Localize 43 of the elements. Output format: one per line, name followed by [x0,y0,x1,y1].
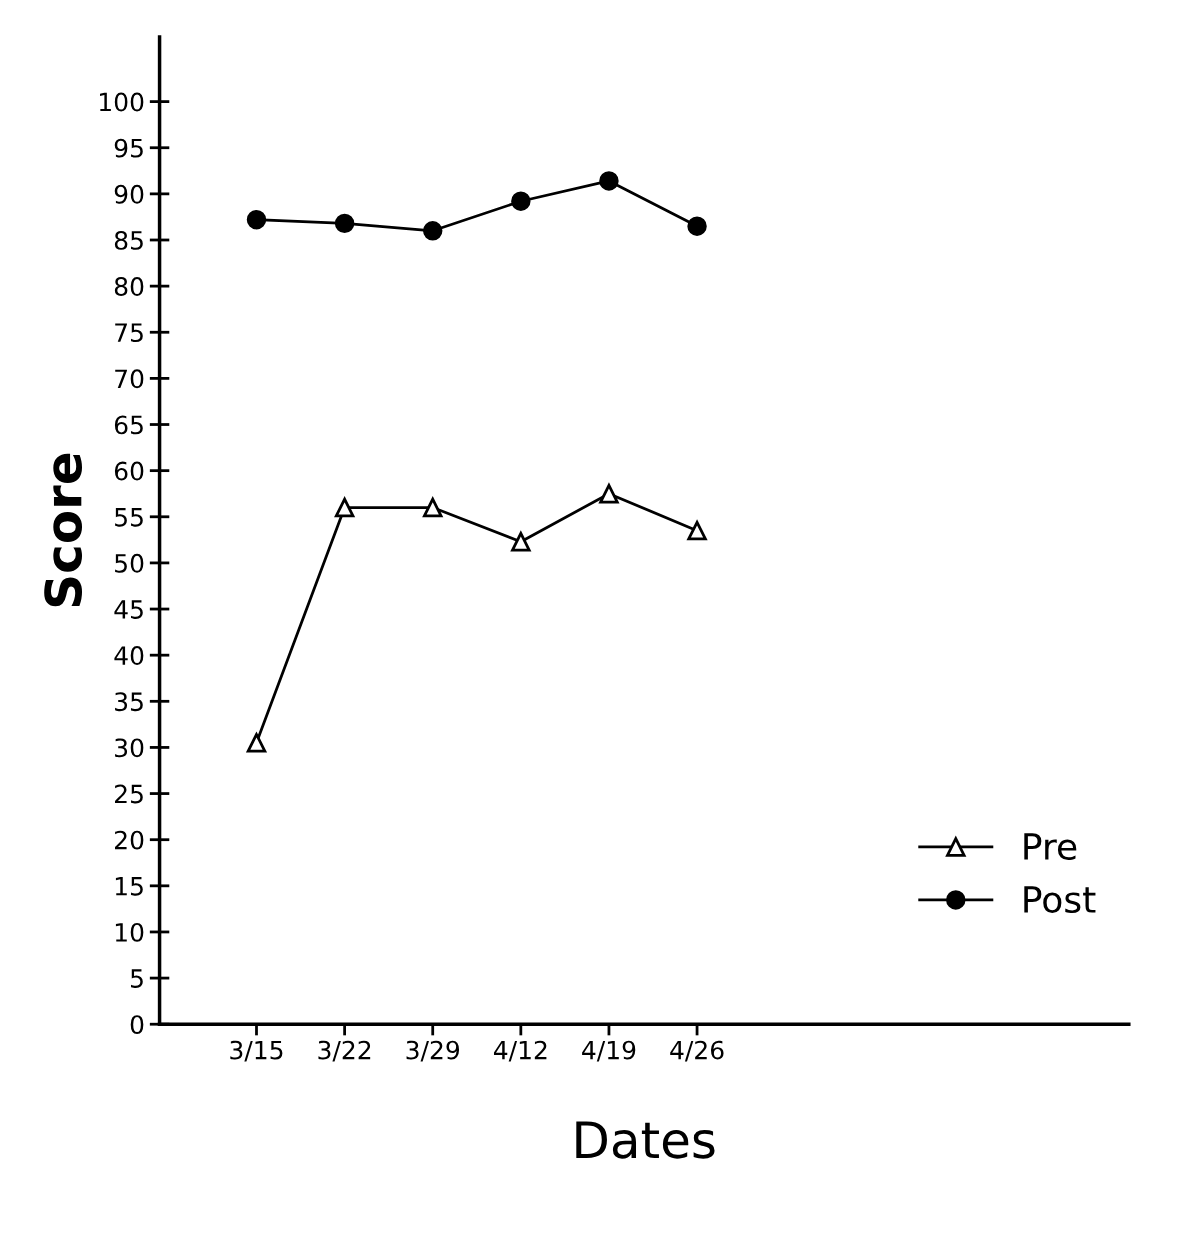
point [511,191,531,211]
point [246,209,267,230]
x-tick-label: 4/12 [493,1040,547,1062]
y-tick-label: 65 [114,415,143,435]
y-axis-title: Score [44,453,83,607]
y-tick-label: 75 [115,323,143,343]
legend-label: Post [1024,886,1096,914]
point [334,213,355,234]
point [599,483,619,504]
point [423,497,443,518]
y-tick-label: 10 [115,922,144,942]
point [511,531,531,552]
y-tick-label: 90 [114,184,144,204]
y-tick-label: 40 [114,646,144,666]
point [687,216,707,236]
x-tick-label: 4/26 [670,1040,724,1062]
x-tick-label: 3/22 [318,1040,371,1062]
y-tick-label: 70 [115,369,144,389]
point [246,733,267,753]
x-tick-label: 3/29 [406,1040,460,1062]
point [334,497,355,518]
y-tick-label: 5 [131,969,143,988]
y-tick-label: 85 [114,230,143,250]
y-tick-label: 15 [115,877,143,896]
y-tick-label: 95 [114,138,143,158]
y-tick-label: 45 [114,600,143,619]
legend-label: Pre [1024,833,1077,861]
y-tick-label: 35 [115,692,143,712]
x-axis-title: Dates [576,1121,715,1159]
y-tick-label: 0 [130,1015,144,1035]
y-tick-label: 100 [100,92,144,112]
point [423,221,443,241]
y-tick-label: 25 [115,784,143,804]
y-tick-label: 60 [114,461,144,481]
y-tick-label: 20 [115,830,144,850]
y-tick-label: 50 [115,553,144,573]
point [687,520,707,541]
x-tick-label: 3/15 [230,1040,283,1062]
y-tick-label: 30 [115,738,144,758]
point [599,171,619,191]
y-tick-label: 80 [114,277,144,296]
y-tick-label: 55 [115,508,143,527]
x-tick-label: 4/19 [582,1040,636,1062]
